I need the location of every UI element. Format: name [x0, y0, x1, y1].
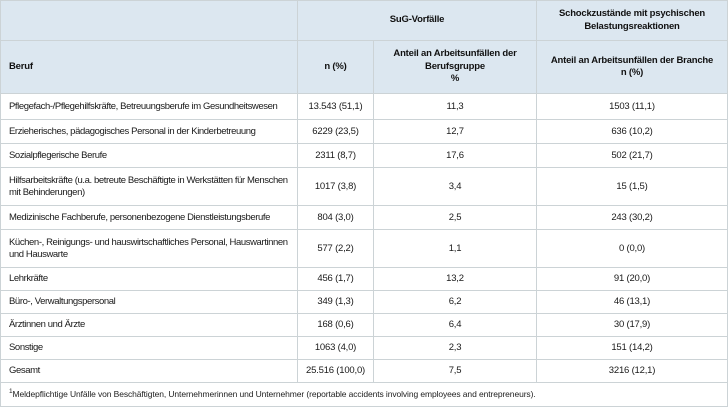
beruf-cell: Ärztinnen und Ärzte [0, 313, 298, 337]
column-group-schockzustaende: Schockzustände mit psychischen Belastung… [536, 0, 728, 41]
n-pct-cell: 456 (1,7) [297, 267, 374, 291]
anteil-berufsgruppe-cell: 12,7 [373, 119, 537, 144]
anteil-berufsgruppe-cell: 6,4 [373, 313, 537, 337]
n-pct-cell: 804 (3,0) [297, 205, 374, 230]
n-pct-cell: 2311 (8,7) [297, 143, 374, 168]
anteil-branche-cell: 46 (13,1) [536, 290, 728, 314]
anteil-branche-cell: 15 (1,5) [536, 167, 728, 206]
footnote-marker: 1 [9, 388, 13, 396]
footnote-text: Meldepflichtige Unfälle von Beschäftigte… [12, 389, 536, 400]
anteil-branche-cell: 30 (17,9) [536, 313, 728, 337]
beruf-cell: Medizinische Fachberufe, personenbezogen… [0, 205, 298, 230]
anteil-berufsgruppe-cell: 1,1 [373, 229, 537, 268]
beruf-cell: Küchen-, Reinigungs- und hauswirtschaftl… [0, 229, 298, 268]
n-pct-cell: 168 (0,6) [297, 313, 374, 337]
corner-cell [0, 0, 298, 41]
beruf-cell: Sozialpflegerische Berufe [0, 143, 298, 168]
anteil-berufsgruppe-cell: 2,5 [373, 205, 537, 230]
column-group-sug-vorfaelle: SuG-Vorfälle [297, 0, 537, 41]
anteil-berufsgruppe-cell: 13,2 [373, 267, 537, 291]
table-header: SuG-Vorfälle Schockzustände mit psychisc… [0, 0, 728, 94]
beruf-cell: Büro-, Verwaltungspersonal [0, 290, 298, 314]
n-pct-cell: 349 (1,3) [297, 290, 374, 314]
table-row: Ärztinnen und Ärzte 168 (0,6) 6,4 30 (17… [0, 313, 728, 337]
footnote-row: 1Meldepflichtige Unfälle von Beschäftigt… [0, 382, 728, 407]
anteil-branche-cell: 91 (20,0) [536, 267, 728, 291]
header-group-row: SuG-Vorfälle Schockzustände mit psychisc… [0, 0, 728, 41]
n-pct-cell: 6229 (23,5) [297, 119, 374, 144]
column-header-anteil-branche-label: Anteil an Arbeitsunfällen der Branche [550, 54, 714, 66]
column-header-anteil-berufsgruppe: Anteil an Arbeitsunfällen der Berufsgrup… [373, 40, 537, 94]
anteil-branche-cell: 636 (10,2) [536, 119, 728, 144]
table-row: Sozialpflegerische Berufe 2311 (8,7) 17,… [0, 143, 728, 168]
beruf-cell: Pflegefach-/Pflegehilfskräfte, Betreuung… [0, 93, 298, 120]
column-header-anteil-branche: Anteil an Arbeitsunfällen der Branche n … [536, 40, 728, 94]
table-row-gesamt: Gesamt 25.516 (100,0) 7,5 3216 (12,1) [0, 359, 728, 383]
beruf-cell: Hilfsarbeitskräfte (u.a. betreute Beschä… [0, 167, 298, 206]
beruf-cell: Lehrkräfte [0, 267, 298, 291]
table-row: Sonstige 1063 (4,0) 2,3 151 (14,2) [0, 336, 728, 360]
column-header-beruf: Beruf [0, 40, 298, 94]
beruf-cell: Gesamt [0, 359, 298, 383]
n-pct-cell: 1063 (4,0) [297, 336, 374, 360]
anteil-branche-cell: 1503 (11,1) [536, 93, 728, 120]
header-columns-row: Beruf n (%) Anteil an Arbeitsunfällen de… [0, 40, 728, 94]
table-row: Küchen-, Reinigungs- und hauswirtschaftl… [0, 229, 728, 268]
anteil-branche-cell: 0 (0,0) [536, 229, 728, 268]
column-header-anteil-berufsgruppe-label: Anteil an Arbeitsunfällen der Berufsgrup… [393, 48, 517, 72]
n-pct-cell: 25.516 (100,0) [297, 359, 374, 383]
anteil-berufsgruppe-cell: 2,3 [373, 336, 537, 360]
column-header-n-pct: n (%) [297, 40, 374, 94]
anteil-branche-cell: 151 (14,2) [536, 336, 728, 360]
column-header-anteil-branche-unit: n (%) [620, 67, 644, 78]
beruf-cell: Sonstige [0, 336, 298, 360]
table-row: Hilfsarbeitskräfte (u.a. betreute Beschä… [0, 167, 728, 206]
anteil-berufsgruppe-cell: 11,3 [373, 93, 537, 120]
anteil-berufsgruppe-cell: 6,2 [373, 290, 537, 314]
n-pct-cell: 1017 (3,8) [297, 167, 374, 206]
anteil-berufsgruppe-cell: 17,6 [373, 143, 537, 168]
table-row: Medizinische Fachberufe, personenbezogen… [0, 205, 728, 230]
table-body: Pflegefach-/Pflegehilfskräfte, Betreuung… [0, 93, 728, 407]
anteil-branche-cell: 502 (21,7) [536, 143, 728, 168]
anteil-branche-cell: 3216 (12,1) [536, 359, 728, 383]
table-row: Lehrkräfte 456 (1,7) 13,2 91 (20,0) [0, 267, 728, 291]
anteil-berufsgruppe-cell: 3,4 [373, 167, 537, 206]
n-pct-cell: 577 (2,2) [297, 229, 374, 268]
footnote: 1Meldepflichtige Unfälle von Beschäftigt… [0, 382, 728, 407]
anteil-branche-cell: 243 (30,2) [536, 205, 728, 230]
table-row: Pflegefach-/Pflegehilfskräfte, Betreuung… [0, 93, 728, 120]
table-row: Erzieherisches, pädagogisches Personal i… [0, 119, 728, 144]
anteil-berufsgruppe-cell: 7,5 [373, 359, 537, 383]
beruf-cell: Erzieherisches, pädagogisches Personal i… [0, 119, 298, 144]
n-pct-cell: 13.543 (51,1) [297, 93, 374, 120]
table-row: Büro-, Verwaltungspersonal 349 (1,3) 6,2… [0, 290, 728, 314]
column-header-anteil-berufsgruppe-unit: % [450, 73, 460, 85]
